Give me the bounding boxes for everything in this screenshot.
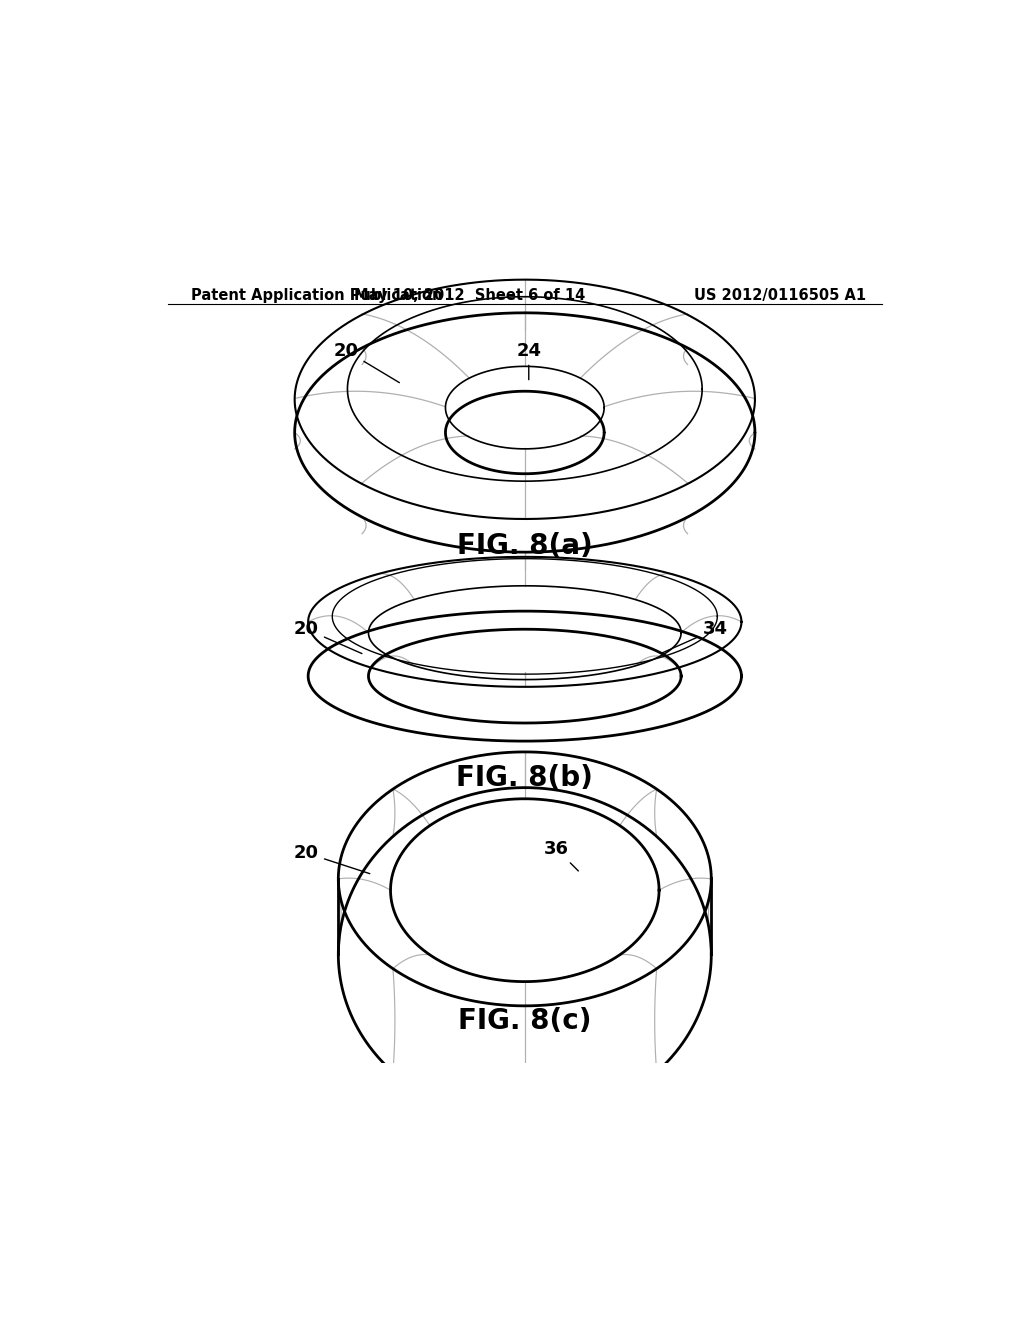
- Text: Patent Application Publication: Patent Application Publication: [191, 288, 443, 304]
- Text: FIG. 8(a): FIG. 8(a): [457, 532, 593, 560]
- Text: 20: 20: [334, 342, 399, 383]
- Text: FIG. 8(c): FIG. 8(c): [458, 1007, 592, 1035]
- Text: 24: 24: [516, 342, 542, 380]
- Text: US 2012/0116505 A1: US 2012/0116505 A1: [694, 288, 866, 304]
- Text: FIG. 8(b): FIG. 8(b): [457, 764, 593, 792]
- Text: 20: 20: [294, 620, 361, 653]
- Text: 34: 34: [660, 620, 728, 653]
- Text: 36: 36: [544, 840, 579, 871]
- Text: May 10, 2012  Sheet 6 of 14: May 10, 2012 Sheet 6 of 14: [353, 288, 585, 304]
- Text: 20: 20: [294, 843, 370, 874]
